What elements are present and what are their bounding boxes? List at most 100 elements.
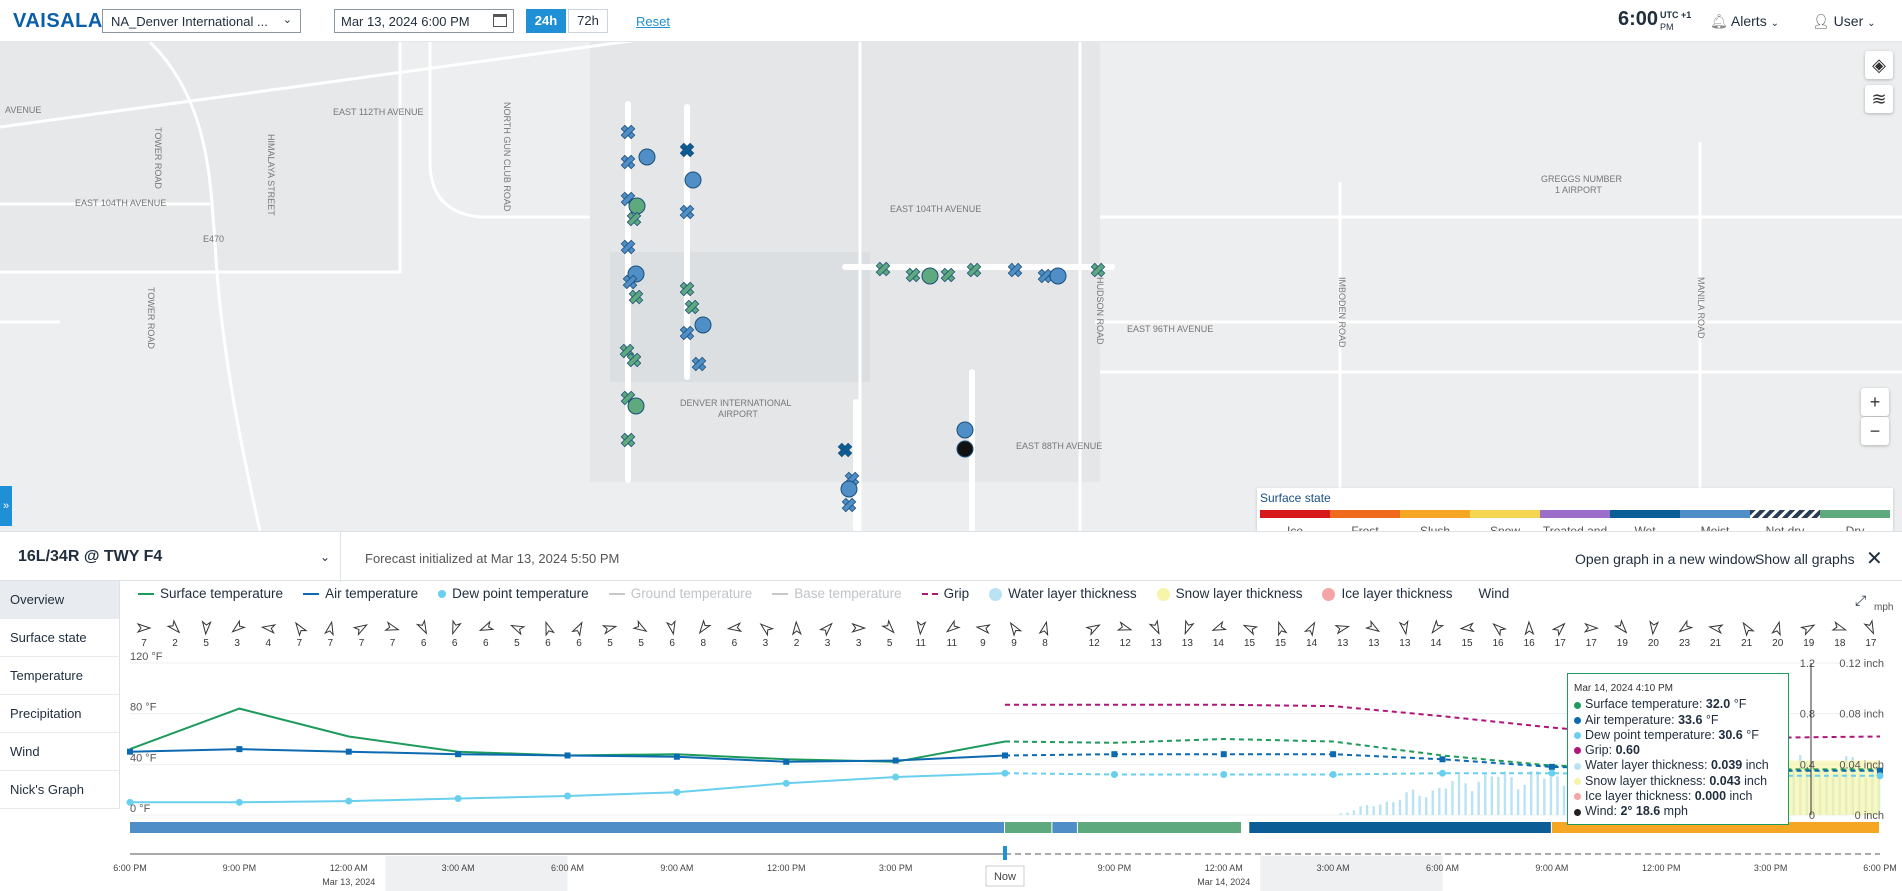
sensor-marker[interactable] [618, 152, 638, 172]
map-label: EAST 104TH AVENUE [75, 198, 166, 208]
nav-item[interactable]: Overview [0, 581, 120, 619]
station-marker[interactable] [1049, 267, 1067, 285]
airport-map[interactable]: AVENUE EAST 112TH AVENUE EAST 104TH AVEN… [0, 42, 1902, 531]
legend-color-bar [1260, 510, 1890, 518]
legend-swatch [772, 593, 789, 596]
sensor-marker[interactable] [873, 259, 893, 279]
sensor-marker[interactable] [689, 354, 709, 374]
station-marker[interactable] [956, 421, 974, 439]
expand-sidebar-icon[interactable]: » [0, 486, 12, 526]
sensor-marker[interactable] [677, 279, 697, 299]
sensor-marker[interactable] [1088, 260, 1108, 280]
legend-label: Snow layer thickness [1175, 586, 1303, 601]
station-marker[interactable] [956, 440, 974, 458]
airport-select[interactable]: NA_Denver International ... ⌄ [102, 9, 301, 33]
legend-swatch [438, 590, 447, 599]
zoom-in-button[interactable]: + [1861, 388, 1889, 416]
map-label: HUDSON ROAD [1095, 277, 1105, 345]
legend-label: Ground temperature [630, 586, 753, 601]
station-marker[interactable] [694, 316, 712, 334]
sensor-marker[interactable] [835, 440, 855, 460]
graph-legend-item[interactable]: Air temperature [303, 586, 418, 601]
graph-legend-item[interactable]: Ground temperature [608, 586, 753, 601]
graph-legend-item[interactable]: Snow layer thickness [1156, 586, 1303, 601]
graph-legend-item[interactable]: Surface temperature [138, 586, 283, 601]
sensor-marker[interactable] [626, 287, 646, 307]
tooltip-dot [1574, 747, 1581, 755]
sensor-marker[interactable] [624, 209, 644, 229]
sensor-marker[interactable] [903, 265, 923, 285]
sensor-marker[interactable] [682, 297, 702, 317]
nav-item[interactable]: Nick's Graph [0, 771, 120, 809]
sensor-marker[interactable] [624, 350, 644, 370]
vaisala-logo[interactable]: VAISALA [13, 10, 103, 32]
tooltip-label: Snow layer thickness: [1585, 773, 1710, 788]
sensor-marker[interactable] [677, 323, 697, 343]
graph-legend-item[interactable]: Dew point temperature [438, 586, 589, 601]
tooltip-row: Wind: 2° 18.6 mph [1574, 804, 1782, 819]
tooltip-value: 0.60 [1615, 743, 1640, 758]
sensor-marker[interactable] [677, 140, 697, 160]
wind-unit: mph [1874, 602, 1894, 613]
expand-icon[interactable]: ⤢ [1855, 592, 1867, 608]
range-24h-button[interactable]: 24h [526, 9, 566, 33]
nav-item[interactable]: Surface state [0, 619, 120, 657]
sensor-marker[interactable] [618, 237, 638, 257]
bell-icon: 🔔︎ [1710, 13, 1728, 29]
alerts-menu[interactable]: 🔔︎ Alerts ⌄ [1710, 13, 1779, 30]
chevron-down-icon[interactable]: ⌄ [320, 550, 331, 564]
sensor-marker[interactable] [620, 272, 640, 292]
sensor-marker[interactable] [964, 260, 984, 280]
station-name[interactable]: 16L/34R @ TWY F4 [18, 548, 163, 565]
sensor-marker[interactable] [1035, 266, 1055, 286]
legend-label: Water layer thickness [1008, 586, 1137, 601]
station-marker[interactable] [684, 171, 702, 189]
legend-label: Treated and wet [1542, 524, 1608, 531]
reset-link[interactable]: Reset [636, 14, 670, 29]
tooltip-value: 2° 18.6 [1620, 804, 1661, 819]
nav-item[interactable]: Precipitation [0, 695, 120, 733]
datetime-value: Mar 13, 2024 6:00 PM [341, 14, 470, 29]
nav-item[interactable]: Temperature [0, 657, 120, 695]
zoom-out-button[interactable]: − [1861, 417, 1889, 445]
tooltip-row: Air temperature: 33.6 °F [1574, 713, 1782, 728]
legend-label: Wind [1478, 586, 1510, 601]
graph-legend-item[interactable]: Wind [1473, 586, 1510, 601]
close-icon[interactable]: ✕ [1866, 548, 1883, 570]
map-canvas[interactable]: AVENUE EAST 112TH AVENUE EAST 104TH AVEN… [0, 42, 1902, 531]
range-72h-button[interactable]: 72h [568, 9, 608, 33]
sensor-marker[interactable] [618, 430, 638, 450]
overlay-icon[interactable]: ≋ [1865, 85, 1893, 113]
show-all-graphs-link[interactable]: Show all graphs [1755, 551, 1855, 567]
station-marker[interactable] [627, 397, 645, 415]
tooltip-unit: inch [1740, 773, 1768, 788]
datetime-input[interactable]: Mar 13, 2024 6:00 PM [334, 9, 514, 33]
sensor-marker[interactable] [677, 202, 697, 222]
sensor-marker[interactable] [1005, 260, 1025, 280]
layers-icon[interactable]: ◈ [1865, 51, 1893, 79]
graph-legend-item[interactable]: Ice layer thickness [1322, 586, 1453, 601]
graph-legend-item[interactable]: Water layer thickness [989, 586, 1137, 601]
station-marker[interactable] [840, 480, 858, 498]
legend-swatch [1610, 510, 1680, 518]
legend-label: Ice layer thickness [1341, 586, 1453, 601]
graph-legend-item[interactable]: Grip [921, 586, 969, 601]
tooltip-unit: °F [1742, 727, 1759, 742]
station-marker[interactable] [628, 197, 646, 215]
tooltip-label: Wind: [1585, 804, 1621, 819]
clock-timezone: UTC +1 [1660, 10, 1692, 20]
station-marker[interactable] [921, 267, 939, 285]
sensor-marker[interactable] [839, 495, 859, 515]
sensor-marker[interactable] [938, 265, 958, 285]
tooltip-row: Surface temperature: 32.0 °F [1574, 697, 1782, 712]
nav-item[interactable]: Wind [0, 733, 120, 771]
graph-legend-item[interactable]: Base temperature [772, 586, 902, 601]
tooltip-dot [1574, 732, 1581, 740]
user-menu[interactable]: 👤︎ User ⌄ [1812, 13, 1876, 30]
station-marker[interactable] [638, 148, 656, 166]
sensor-marker[interactable] [618, 122, 638, 142]
tooltip-header: Mar 14, 2024 4:10 PM [1574, 683, 1673, 694]
open-graph-link[interactable]: Open graph in a new window [1575, 551, 1756, 567]
calendar-icon[interactable] [493, 14, 507, 27]
tooltip-label: Ice layer thickness: [1585, 789, 1695, 804]
